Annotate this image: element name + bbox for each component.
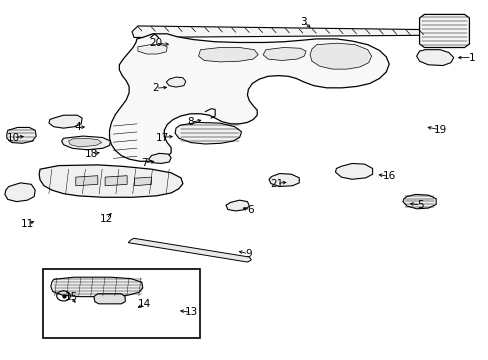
Text: 16: 16	[382, 171, 395, 181]
Bar	[43, 269, 199, 338]
Text: 10: 10	[7, 132, 20, 143]
Text: 14: 14	[138, 299, 151, 309]
Polygon shape	[175, 122, 241, 144]
Text: 8: 8	[187, 117, 194, 127]
Text: 18: 18	[85, 149, 99, 159]
Polygon shape	[263, 48, 305, 60]
Polygon shape	[5, 183, 35, 202]
Polygon shape	[198, 48, 258, 62]
Text: 1: 1	[468, 53, 474, 63]
Polygon shape	[7, 127, 36, 143]
Text: 9: 9	[244, 249, 251, 259]
Polygon shape	[105, 176, 127, 186]
Polygon shape	[128, 238, 251, 262]
Polygon shape	[61, 136, 110, 150]
Polygon shape	[94, 294, 125, 304]
Polygon shape	[76, 176, 98, 186]
Text: 12: 12	[100, 214, 113, 224]
Text: 4: 4	[74, 122, 81, 132]
Text: 5: 5	[416, 200, 423, 210]
Text: 11: 11	[20, 219, 34, 229]
Polygon shape	[68, 138, 102, 147]
Text: 19: 19	[432, 125, 446, 135]
Text: 21: 21	[269, 179, 283, 189]
Text: 6: 6	[246, 204, 253, 215]
Text: 7: 7	[141, 158, 147, 168]
Text: 15: 15	[64, 292, 78, 302]
Polygon shape	[166, 77, 185, 87]
Polygon shape	[109, 34, 388, 161]
Polygon shape	[49, 115, 82, 128]
Text: 17: 17	[155, 132, 169, 143]
Polygon shape	[402, 194, 435, 209]
Polygon shape	[132, 26, 425, 37]
Polygon shape	[419, 14, 468, 48]
Text: 3: 3	[299, 17, 306, 27]
Polygon shape	[416, 50, 453, 66]
Polygon shape	[148, 153, 171, 163]
Polygon shape	[309, 43, 371, 69]
Polygon shape	[51, 277, 142, 297]
Polygon shape	[138, 45, 167, 54]
Polygon shape	[225, 200, 249, 211]
Polygon shape	[335, 163, 372, 179]
Text: 20: 20	[149, 38, 162, 48]
Text: 13: 13	[184, 307, 198, 318]
Text: 2: 2	[152, 83, 159, 93]
Polygon shape	[134, 177, 151, 186]
Polygon shape	[39, 165, 183, 197]
Polygon shape	[268, 174, 299, 186]
